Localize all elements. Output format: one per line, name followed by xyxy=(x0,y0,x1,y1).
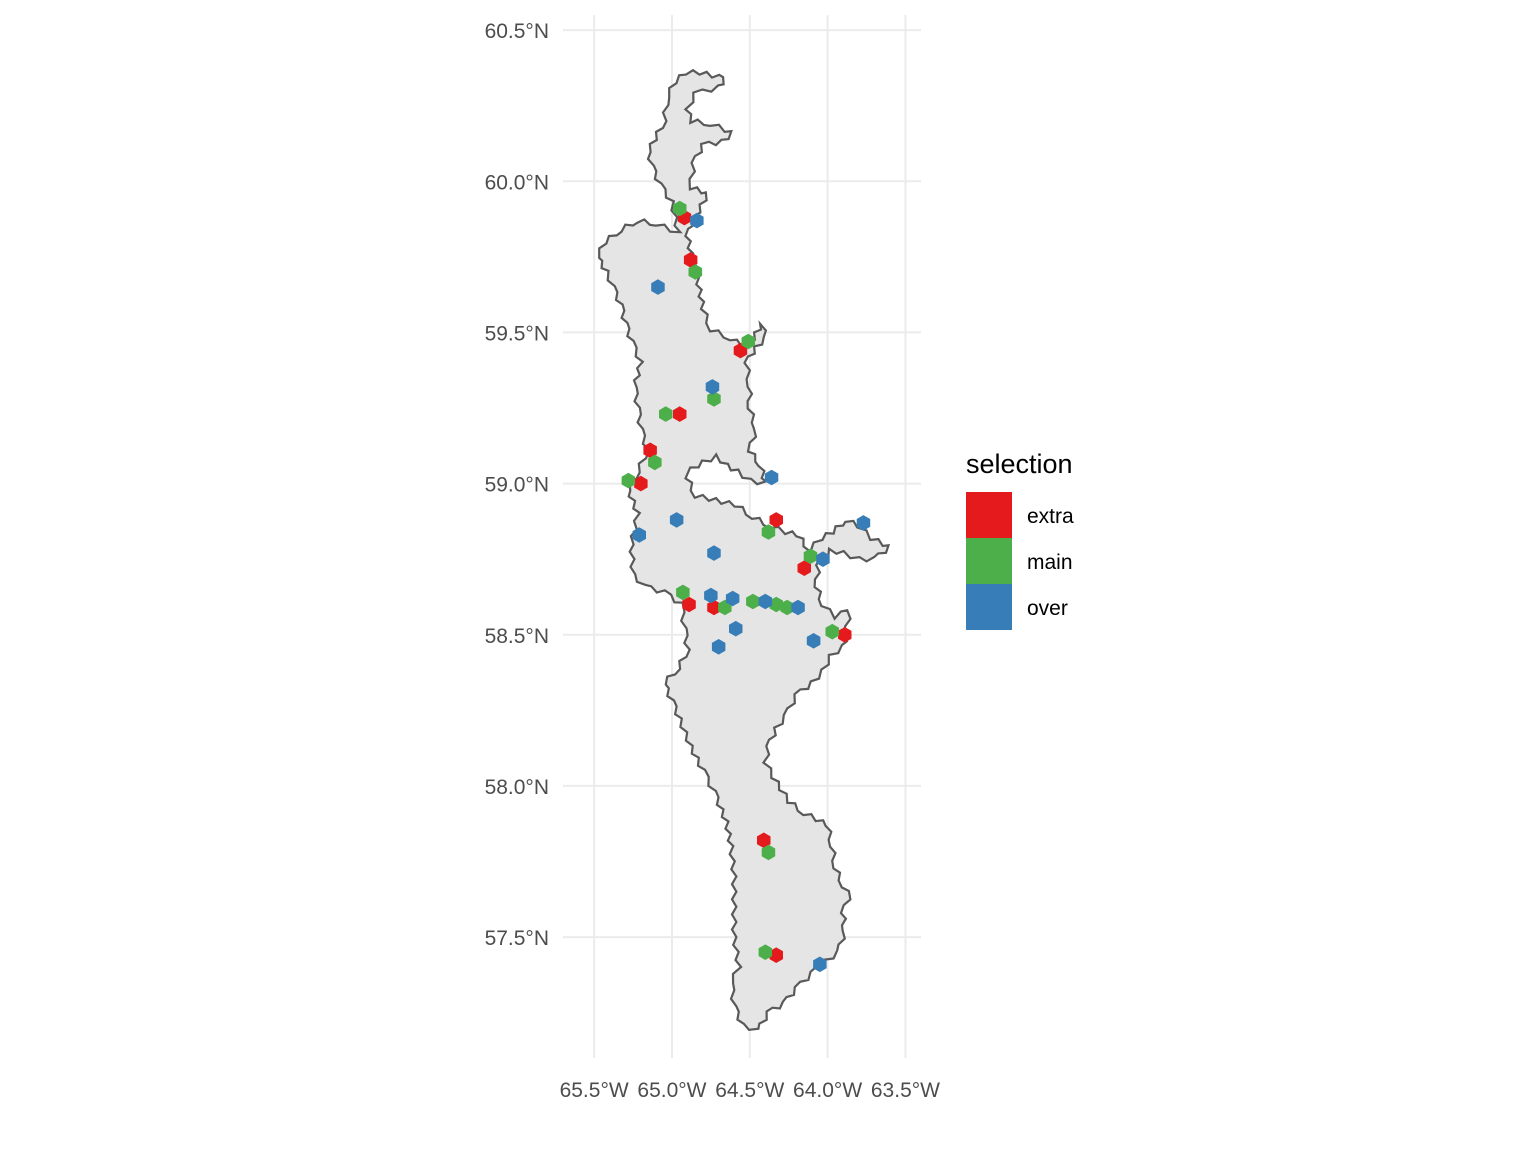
y-tick-label: 58.0°N xyxy=(485,776,549,799)
extra-point-4 xyxy=(643,442,657,459)
extra-point-10 xyxy=(838,627,852,643)
over-point-8 xyxy=(816,551,830,567)
x-tick-label: 64.5°W xyxy=(715,1079,784,1102)
main-point-14 xyxy=(825,623,839,640)
y-tick-label: 58.5°N xyxy=(485,625,549,648)
extra-point-9 xyxy=(707,599,721,616)
study-region-outline xyxy=(598,68,891,1031)
main-point-1 xyxy=(688,264,703,280)
extra-point-11 xyxy=(757,832,771,849)
over-point-11 xyxy=(758,593,773,610)
main-point-3 xyxy=(707,391,721,407)
over-point-13 xyxy=(729,620,743,637)
main-point-12 xyxy=(769,596,783,613)
x-axis-labels: 65.5°W 65.0°W 64.5°W 64.0°W 63.5°W xyxy=(560,1079,941,1102)
y-tick-label: 60.0°N xyxy=(485,171,549,194)
main-point-9 xyxy=(676,584,690,601)
extra-point-1 xyxy=(683,252,698,268)
main-point-11 xyxy=(746,593,760,610)
main-point-15 xyxy=(761,844,776,861)
main-point-0 xyxy=(673,200,687,217)
x-tick-label: 65.5°W xyxy=(560,1079,629,1102)
over-point-5 xyxy=(632,527,646,543)
extra-point-8 xyxy=(682,596,696,613)
over-point-1 xyxy=(651,279,665,295)
over-point-9 xyxy=(704,587,718,604)
legend-entry-over: over xyxy=(966,584,1068,630)
legend-title: selection xyxy=(966,449,1073,479)
selection-points xyxy=(621,200,871,973)
over-point-12 xyxy=(791,599,805,616)
legend: selection extra main over xyxy=(966,449,1074,630)
x-tick-label: 64.0°W xyxy=(793,1079,862,1102)
legend-key-main xyxy=(966,538,1012,584)
main-point-5 xyxy=(648,454,662,471)
main-point-7 xyxy=(761,524,776,540)
y-axis-labels: 57.5°N 58.0°N 58.5°N 59.0°N 59.5°N 60.0°N 60.5… xyxy=(485,20,549,950)
legend-label-extra: extra xyxy=(1027,505,1074,528)
extra-point-3 xyxy=(673,406,687,422)
legend-entry-main: main xyxy=(966,538,1073,584)
y-tick-label: 60.5°N xyxy=(485,20,549,43)
legend-label-main: main xyxy=(1027,551,1073,574)
legend-key-extra xyxy=(966,492,1012,538)
main-point-8 xyxy=(803,548,818,564)
x-tick-label: 65.0°W xyxy=(637,1079,706,1102)
y-tick-label: 57.5°N xyxy=(485,927,549,950)
over-point-16 xyxy=(813,956,827,973)
y-tick-label: 59.5°N xyxy=(485,322,549,345)
over-point-14 xyxy=(711,639,726,655)
main-point-13 xyxy=(780,599,794,616)
over-point-0 xyxy=(690,212,704,229)
region-layer xyxy=(598,68,891,1031)
extra-point-5 xyxy=(634,475,648,492)
extra-point-6 xyxy=(769,512,783,528)
over-point-6 xyxy=(707,545,721,561)
extra-point-12 xyxy=(769,947,783,963)
legend-key-over xyxy=(966,584,1012,630)
main-point-16 xyxy=(758,944,773,960)
over-point-4 xyxy=(669,512,684,528)
over-point-3 xyxy=(764,469,779,486)
main-point-2 xyxy=(741,333,755,350)
extra-point-7 xyxy=(797,560,811,576)
legend-label-over: over xyxy=(1027,597,1068,620)
over-point-2 xyxy=(705,379,720,395)
x-tick-label: 63.5°W xyxy=(871,1079,940,1102)
main-point-6 xyxy=(621,472,636,489)
over-point-10 xyxy=(725,590,740,607)
legend-entry-extra: extra xyxy=(966,492,1074,538)
y-tick-label: 59.0°N xyxy=(485,474,549,497)
over-point-7 xyxy=(856,515,871,531)
over-point-15 xyxy=(806,633,821,649)
main-point-4 xyxy=(659,406,673,422)
